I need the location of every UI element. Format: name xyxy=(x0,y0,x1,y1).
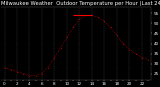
Text: Milwaukee Weather  Outdoor Temperature per Hour (Last 24 Hours): Milwaukee Weather Outdoor Temperature pe… xyxy=(1,1,160,6)
